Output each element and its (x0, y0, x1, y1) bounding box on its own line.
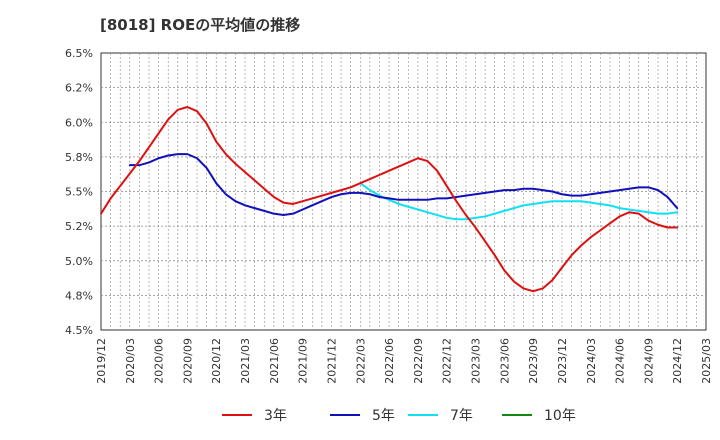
x-tick-label: 2020/06 (153, 338, 166, 384)
y-tick-label: 6.0% (65, 116, 93, 129)
legend: 3年 5年 7年 10年 (222, 408, 576, 424)
y-tick-label: 5.5% (65, 186, 93, 199)
x-tick-label: 2024/06 (614, 338, 627, 384)
x-tick-label: 2024/09 (642, 338, 655, 384)
x-tick-label: 2023/06 (498, 338, 511, 384)
x-tick-label: 2020/09 (181, 338, 194, 384)
y-tick-label: 4.5% (65, 324, 93, 337)
x-tick-label: 2022/09 (412, 338, 425, 384)
y-tick-label: 5.2% (65, 220, 93, 233)
y-tick-label: 6.5% (65, 47, 93, 60)
x-tick-label: 2022/12 (441, 338, 454, 384)
legend-label: 7年 (450, 408, 473, 424)
y-axis-ticks: 4.5% 4.8% 5.0% 5.2% 5.5% 5.8% 6.0% 6.2% 6.5% (65, 47, 93, 337)
x-tick-label: 2022/06 (383, 338, 396, 384)
x-tick-label: 2023/03 (470, 338, 483, 384)
x-tick-label: 2019/12 (95, 338, 108, 384)
series-lines (100, 106, 679, 293)
x-tick-label: 2021/09 (297, 338, 310, 384)
y-tick-label: 5.0% (65, 255, 93, 268)
chart-title: [8018] ROEの平均値の推移 (100, 16, 300, 34)
y-tick-label: 5.8% (65, 151, 93, 164)
x-tick-label: 2022/03 (354, 338, 367, 384)
x-tick-label: 2024/12 (671, 338, 684, 384)
y-tick-label: 6.2% (65, 82, 93, 95)
legend-label: 3年 (264, 408, 287, 424)
x-tick-label: 2021/06 (268, 338, 281, 384)
legend-label: 10年 (544, 408, 576, 424)
series-line-5年 (128, 153, 679, 217)
x-tick-label: 2023/09 (527, 338, 540, 384)
series-line-7年 (359, 182, 679, 221)
x-tick-label: 2020/12 (210, 338, 223, 384)
x-tick-label: 2021/03 (239, 338, 252, 384)
x-tick-label: 2020/03 (124, 338, 137, 384)
x-tick-label: 2021/12 (325, 338, 338, 384)
legend-label: 5年 (372, 408, 395, 424)
x-tick-label: 2023/12 (556, 338, 569, 384)
y-tick-label: 4.8% (65, 289, 93, 302)
series-line-3年 (100, 106, 679, 293)
x-tick-label: 2025/03 (700, 338, 713, 384)
x-axis-ticks: 2019/12 2020/03 2020/06 2020/09 2020/12 2021/… (95, 338, 713, 384)
x-tick-label: 2024/03 (585, 338, 598, 384)
